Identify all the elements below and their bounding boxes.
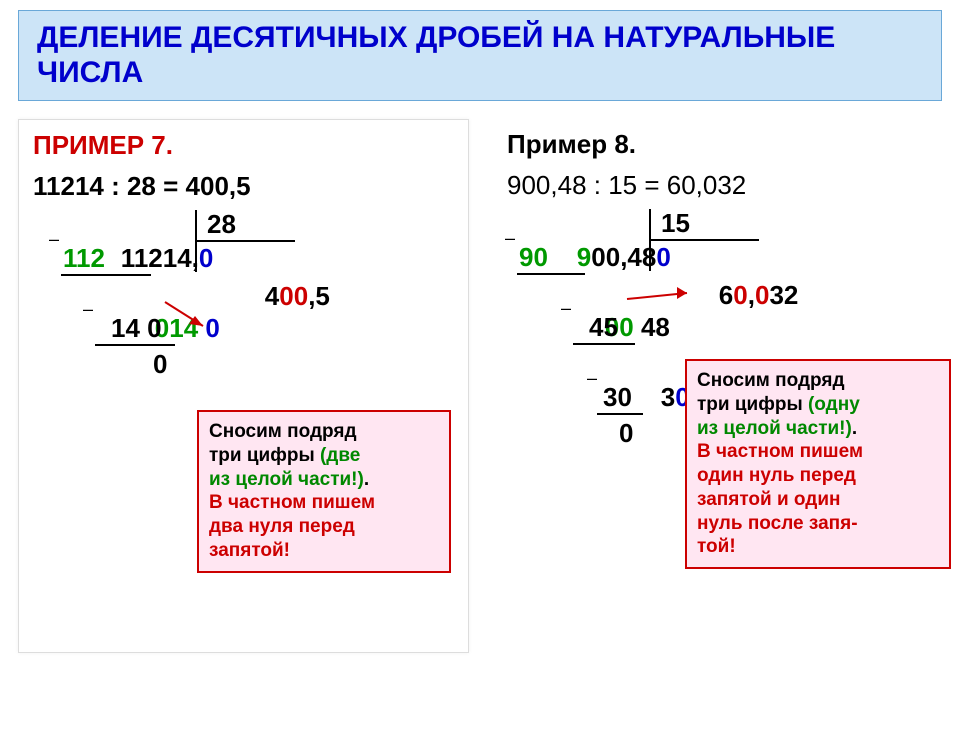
ex7-label: ПРИМЕР 7.: [33, 130, 460, 161]
ex8-line1: [517, 273, 585, 275]
minus-sign: –: [83, 298, 93, 321]
ex8-q-0b: 0: [755, 280, 769, 310]
ex8-note-line1: Сносим подряд: [697, 369, 939, 393]
ex8-note-line4: В частном пишем: [697, 440, 939, 464]
title-box: ДЕЛЕНИЕ ДЕСЯТИЧНЫХ ДРОБЕЙ НА НАТУРАЛЬНЫЕ…: [18, 10, 942, 101]
ex8-note-line2b: (одну: [808, 394, 860, 415]
ex8-label: Пример 8.: [507, 129, 934, 160]
ex8-note-line3: из целой части!): [697, 418, 852, 439]
minus-sign: –: [49, 228, 59, 251]
minus-sign: –: [587, 367, 597, 390]
minus-sign: –: [505, 227, 515, 250]
ex8-r6: 0: [619, 417, 633, 451]
ex7-dividend: 11214,: [121, 243, 199, 273]
ex8-note: Сносим подряд три цифры (одну из целой ч…: [685, 359, 951, 569]
ex7-r3: 14 0: [111, 312, 162, 346]
page-title: ДЕЛЕНИЕ ДЕСЯТИЧНЫХ ДРОБЕЙ НА НАТУРАЛЬНЫЕ…: [37, 21, 923, 90]
ex8-r3: 45: [589, 311, 618, 345]
ex7-note-line2a: три цифры: [209, 445, 320, 466]
ex8-line2: [573, 343, 635, 345]
ex8-note-line5: один нуль перед: [697, 464, 939, 488]
example-8: Пример 8. 900,48 : 15 = 60,032 900,480 1…: [493, 119, 942, 653]
ex7-note-line6: запятой!: [209, 539, 439, 563]
ex8-q-tail: 32: [769, 280, 798, 310]
ex8-line3: [597, 413, 643, 415]
ex8-div-9: 9: [577, 242, 591, 272]
ex7-line1: [61, 274, 151, 276]
ex7-note-line4: В частном пишем: [209, 491, 439, 515]
ex8-div-00: 00: [591, 242, 620, 272]
ex8-equation: 900,48 : 15 = 60,032: [507, 170, 934, 201]
ex7-note-line2b: (две: [320, 445, 360, 466]
ex7-note-line1: Сносим подряд: [209, 420, 439, 444]
ex7-div-hline: [195, 240, 295, 242]
columns: ПРИМЕР 7. 11214 : 28 = 400,5 11214,0 28 …: [18, 119, 942, 653]
ex7-line2: [95, 344, 175, 346]
minus-sign: –: [561, 297, 571, 320]
ex7-q-00: 00: [279, 281, 308, 311]
ex8-r1: 90: [519, 241, 548, 275]
ex8-note-line2a: три цифры: [697, 394, 808, 415]
ex8-q-comma: ,: [748, 280, 755, 310]
example-7: ПРИМЕР 7. 11214 : 28 = 400,5 11214,0 28 …: [18, 119, 469, 653]
ex7-note: Сносим подряд три цифры (две из целой ча…: [197, 410, 451, 573]
ex7-r1: 112: [63, 242, 105, 276]
ex8-note-line8: той!: [697, 535, 939, 559]
ex8-note-line6: запятой и один: [697, 488, 939, 512]
ex7-r2-0: 0: [205, 313, 219, 343]
ex7-q-tail: ,5: [308, 281, 330, 311]
ex7-note-line3: из целой части!): [209, 469, 364, 490]
ex7-note-line3-dot: .: [364, 469, 369, 490]
ex8-note-line3-dot: .: [852, 418, 857, 439]
ex8-r2-48: 48: [634, 312, 670, 342]
ex8-divisor: 15: [661, 207, 690, 241]
ex7-q-4: 4: [265, 281, 279, 311]
ex8-q-0a: 0: [733, 280, 747, 310]
ex8-r4-3: 3: [661, 382, 675, 412]
ex8-div-hline: [649, 239, 759, 241]
ex7-r4: 0: [153, 348, 167, 382]
ex7-note-line5: два нуля перед: [209, 515, 439, 539]
ex8-note-line7: нуль после запя-: [697, 512, 939, 536]
ex7-divisor: 28: [207, 208, 236, 242]
ex7-equation: 11214 : 28 = 400,5: [33, 171, 460, 202]
ex8-r5: 30: [603, 381, 632, 415]
ex8-q-6: 6: [719, 280, 733, 310]
